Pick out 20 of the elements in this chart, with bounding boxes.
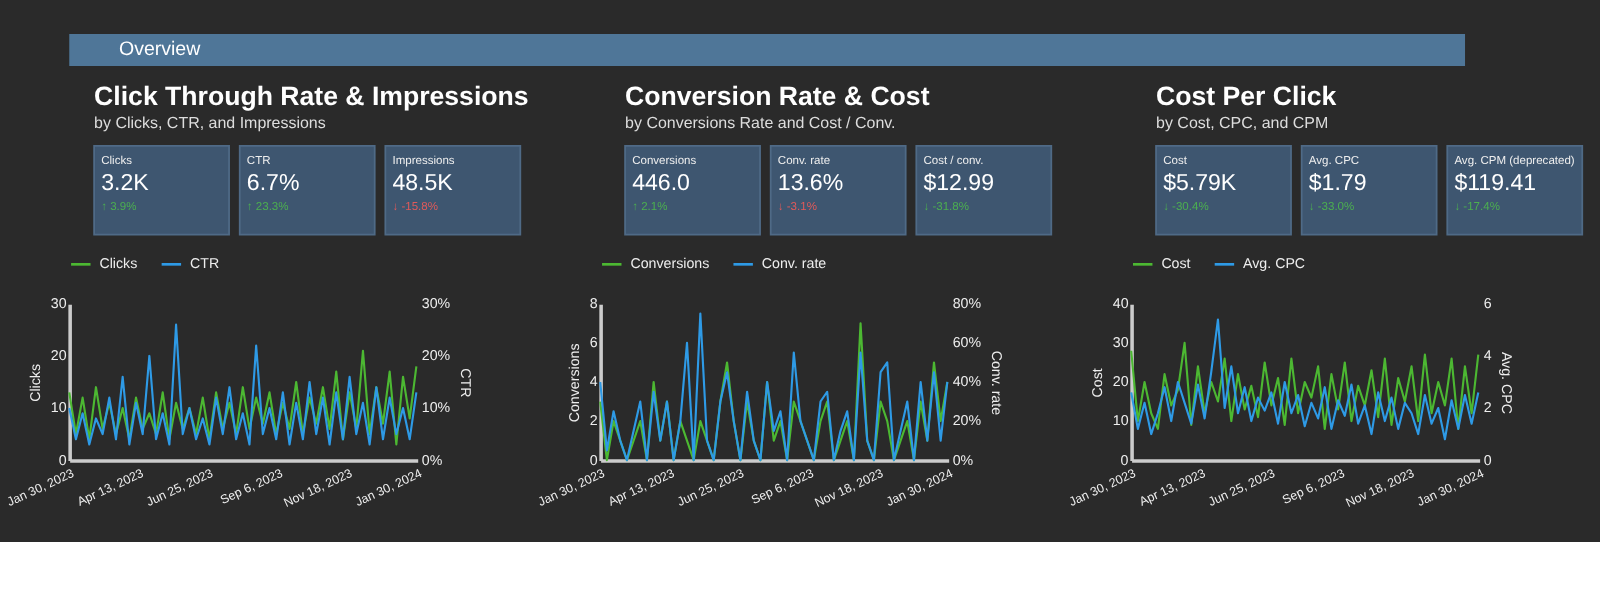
text: Overview (118, 39, 203, 62)
text: 3.2K (101, 172, 150, 197)
text: 6.7% (246, 172, 300, 197)
line-series (68, 323, 418, 446)
text: Cost Per Click (1156, 80, 1338, 111)
text: $5.79K (1163, 172, 1237, 197)
line-series (1130, 318, 1480, 441)
text: Click Through Rate & Impressions (94, 80, 529, 111)
text: $1.79 (1308, 172, 1367, 197)
text: 48.5K (392, 172, 454, 197)
text: $119.41 (1454, 172, 1537, 197)
text: 13.6% (777, 172, 844, 197)
text: Conversion Rate & Cost (625, 80, 931, 111)
text: by Clicks, CTR, and Impressions (94, 114, 326, 133)
text: by Conversions Rate and Cost / Conv. (625, 114, 896, 133)
text: 446.0 (632, 172, 690, 197)
text: by Cost, CPC, and CPM (1156, 114, 1329, 133)
text: $12.99 (923, 172, 994, 197)
line-series (68, 349, 418, 446)
line-series (1130, 341, 1480, 430)
